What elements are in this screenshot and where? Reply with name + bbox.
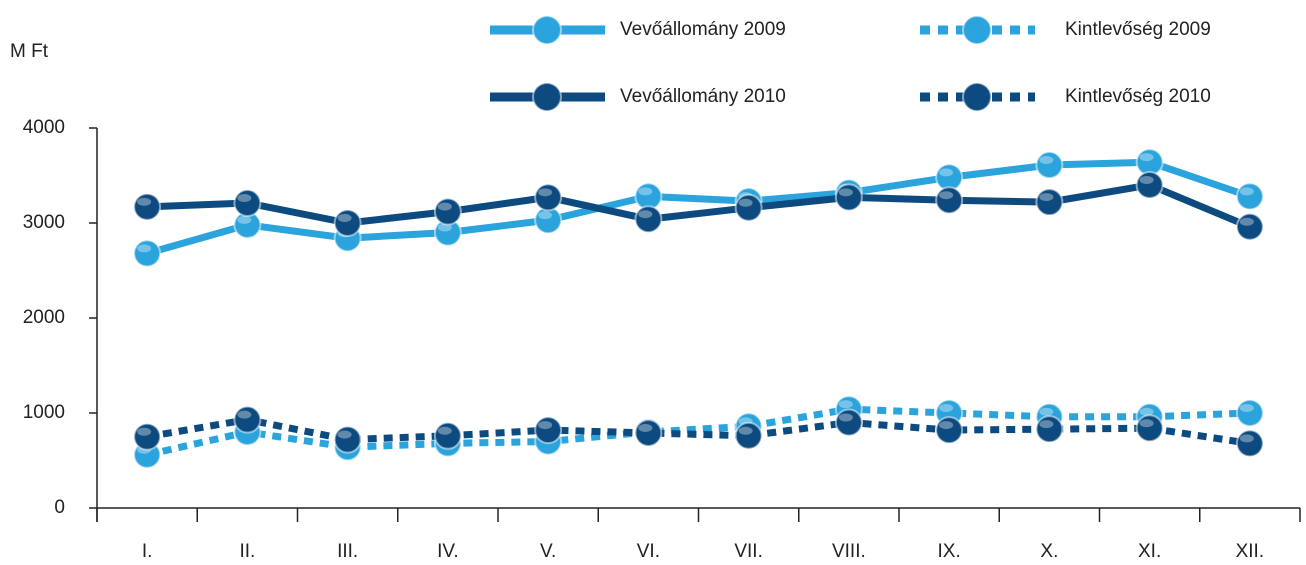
point-highlight (538, 188, 553, 197)
point-marker (534, 416, 563, 445)
point-highlight (137, 244, 152, 253)
legend-label: Kintlevőség 2010 (1065, 86, 1211, 107)
point-marker (1135, 171, 1164, 199)
point-highlight (838, 188, 853, 197)
point-highlight (1239, 187, 1254, 196)
point-highlight (1239, 434, 1254, 443)
point-highlight (638, 210, 653, 219)
y-tick-label: 4000 (23, 117, 65, 138)
x-tick-label: IX. (938, 541, 961, 562)
point-marker (734, 193, 763, 222)
point-marker (133, 239, 162, 268)
point-marker (233, 189, 262, 218)
point-highlight (1239, 217, 1254, 226)
point-marker (634, 205, 663, 234)
point-marker (935, 416, 964, 445)
point-marker (834, 408, 863, 437)
point-highlight (939, 191, 954, 200)
x-tick-label: VI. (637, 541, 660, 562)
x-tick-label: I. (142, 541, 153, 562)
point-marker (333, 425, 362, 454)
point-marker (433, 421, 462, 450)
point-marker (233, 405, 262, 434)
point-highlight (1039, 193, 1054, 202)
point-highlight (237, 215, 252, 224)
point-highlight (1239, 404, 1254, 412)
point-marker (634, 418, 663, 447)
y-tick-label: 0 (54, 497, 65, 518)
y-axis-label: M Ft (10, 41, 49, 62)
point-marker (534, 183, 563, 212)
point-highlight (638, 423, 653, 432)
point-highlight (538, 211, 553, 220)
point-highlight (437, 426, 452, 435)
legend-marker (532, 15, 562, 45)
series-line (146, 181, 1252, 231)
point-marker (1235, 212, 1264, 241)
point-highlight (237, 194, 252, 203)
point-highlight (838, 400, 853, 409)
point-highlight (1039, 420, 1054, 429)
x-tick-label: V. (540, 541, 556, 562)
x-tick-label: XII. (1236, 541, 1265, 562)
legend-label: Kintlevőség 2009 (1065, 19, 1211, 40)
x-tick-label: III. (337, 541, 358, 562)
point-marker (834, 183, 863, 212)
point-marker (133, 422, 162, 451)
series-line (146, 158, 1252, 257)
point-highlight (939, 421, 954, 430)
legend-marker (532, 82, 562, 112)
point-highlight (437, 202, 452, 211)
point-highlight (738, 198, 753, 207)
y-tick-label: 2000 (23, 307, 65, 328)
point-highlight (1139, 419, 1154, 428)
x-tick-label: VIII. (832, 541, 866, 562)
legend-label: Vevőállomány 2009 (620, 19, 786, 40)
point-highlight (538, 421, 553, 430)
legend-label: Vevőállomány 2010 (620, 86, 786, 107)
point-highlight (638, 187, 653, 196)
y-tick-label: 3000 (23, 212, 65, 233)
point-highlight (738, 426, 753, 435)
point-marker (935, 186, 964, 215)
point-marker (1235, 182, 1264, 211)
point-highlight (137, 427, 152, 436)
x-tick-label: X. (1040, 541, 1058, 562)
point-marker (1035, 415, 1064, 444)
x-tick-label: XI. (1138, 541, 1161, 562)
point-marker (1235, 399, 1264, 427)
point-highlight (1139, 407, 1154, 416)
point-highlight (337, 214, 352, 222)
point-highlight (1139, 153, 1154, 162)
x-tick-label: VII. (734, 541, 763, 562)
point-highlight (939, 168, 954, 177)
point-marker (1235, 429, 1264, 458)
point-highlight (137, 197, 152, 206)
point-highlight (1039, 156, 1054, 165)
point-highlight (1039, 407, 1054, 416)
legend-marker (962, 15, 992, 45)
point-marker (133, 192, 162, 221)
point-marker (734, 421, 763, 450)
point-highlight (337, 430, 352, 439)
point-marker (1135, 414, 1164, 443)
point-highlight (838, 413, 853, 422)
point-marker (1035, 188, 1064, 217)
x-tick-label: II. (239, 541, 255, 562)
y-tick-label: 1000 (23, 402, 65, 423)
point-marker (433, 197, 462, 226)
point-highlight (1139, 176, 1154, 184)
legend-marker (962, 82, 992, 112)
point-marker (333, 209, 362, 237)
point-marker (1035, 151, 1064, 180)
point-highlight (237, 410, 252, 419)
x-tick-label: IV. (437, 541, 459, 562)
point-highlight (939, 404, 954, 412)
